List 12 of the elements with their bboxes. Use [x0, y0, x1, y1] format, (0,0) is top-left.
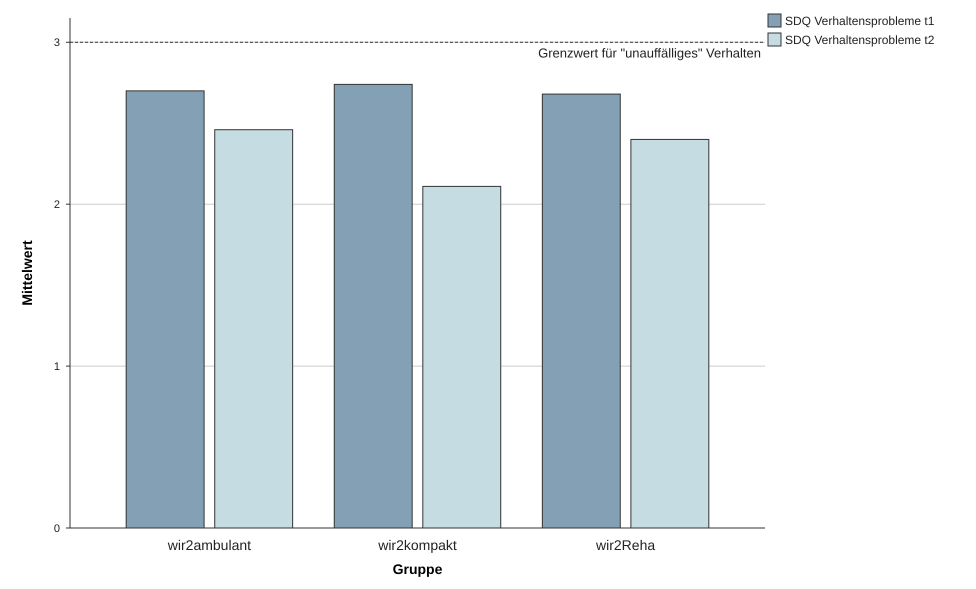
y-tick-label: 2 — [54, 199, 60, 212]
ref-line-label: Grenzwert für "unauffälliges" Verhalten — [538, 45, 761, 60]
y-tick-label: 3 — [54, 37, 60, 50]
y-tick-label: 1 — [54, 360, 60, 373]
x-tick-label: wir2Reha — [595, 537, 656, 553]
y-axis-title: Mittelwert — [19, 240, 35, 306]
x-axis-title: Gruppe — [392, 561, 443, 577]
legend-label: SDQ Verhaltensprobleme t1 — [785, 14, 935, 28]
x-tick-label: wir2kompakt — [377, 537, 457, 553]
legend-label: SDQ Verhaltensprobleme t2 — [785, 33, 935, 48]
y-tick-label: 0 — [54, 522, 60, 535]
x-tick-label: wir2ambulant — [166, 537, 252, 553]
